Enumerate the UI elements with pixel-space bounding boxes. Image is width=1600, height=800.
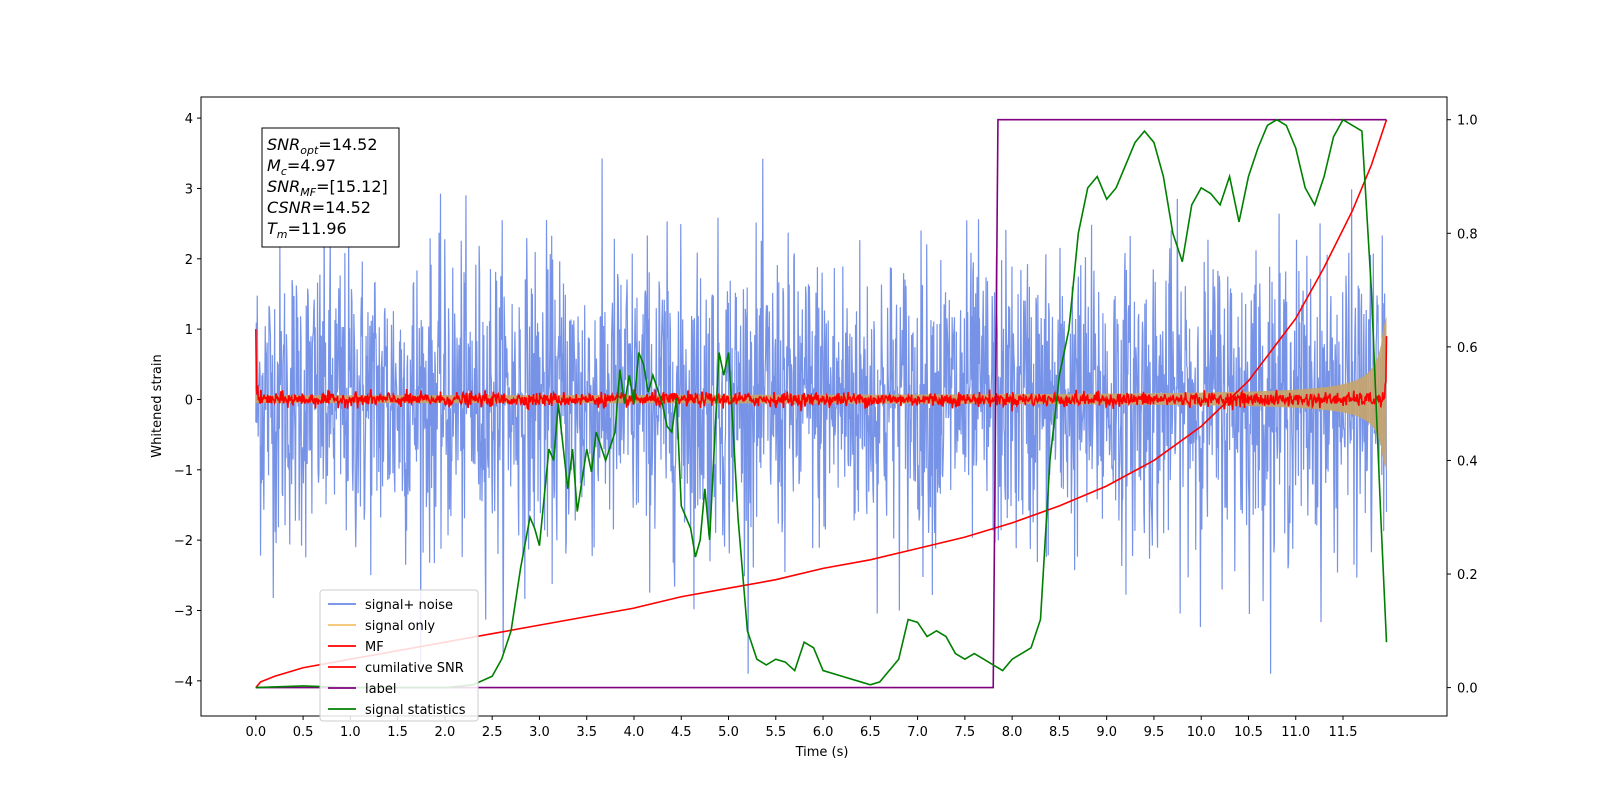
y-axis-label: Whitened strain (150, 354, 165, 457)
annotation-box: SNRopt=14.52Mc=4.97SNRMF=[15.12]CSNR=14.… (261, 127, 400, 248)
series-signal-only-fill (255, 316, 1387, 471)
legend-label: cumilative SNR (365, 661, 464, 676)
series-label-line (255, 118, 1387, 689)
y2-tick-label: 0.0 (1457, 682, 1478, 697)
x-tick-label: 0.0 (245, 725, 266, 740)
y-tick-label: 2 (185, 253, 193, 268)
y-tick-label: 1 (185, 323, 193, 338)
annotation-line: Tm=11.96 (267, 219, 347, 241)
x-axis-label: Time (s) (795, 745, 849, 760)
y2-tick-label: 0.8 (1457, 227, 1478, 242)
series-signal-noise-line (255, 158, 1388, 674)
series-mf-line (255, 329, 1388, 412)
legend-label: signal statistics (365, 703, 466, 718)
x-tick-label: 3.0 (529, 725, 550, 740)
x-tick-label: 10.0 (1187, 725, 1216, 740)
x-tick-label: 11.5 (1329, 725, 1358, 740)
x-tick-label: 6.5 (860, 725, 881, 740)
annotation-line: SNRopt=14.52 (267, 135, 378, 157)
series-signal-statistics-line (255, 118, 1388, 689)
y2-tick-label: 0.2 (1457, 568, 1478, 583)
y-tick-label: −1 (174, 464, 193, 479)
annotation-line: CSNR=14.52 (267, 198, 371, 217)
x-tick-label: 5.0 (718, 725, 739, 740)
x-tick-label: 4.0 (624, 725, 645, 740)
y-tick-label: −3 (174, 604, 193, 619)
y2-tick-label: 1.0 (1457, 114, 1478, 129)
x-tick-label: 2.5 (482, 725, 503, 740)
x-tick-label: 1.0 (340, 725, 361, 740)
axes: 0.0 0.5 1.0 1.5 2.0 2.5 3.0 3.5 4.0 4.5 5.0 5.5 6.0 6… (174, 112, 1478, 740)
y-tick-label: 0 (185, 393, 193, 408)
x-tick-label: 9.5 (1144, 725, 1165, 740)
y-tick-label: −4 (174, 675, 193, 690)
x-tick-label: 5.5 (765, 725, 786, 740)
legend-label: MF (365, 640, 384, 655)
plot-frame (200, 96, 1448, 717)
x-tick-label: 8.0 (1002, 725, 1023, 740)
x-tick-label: 7.0 (907, 725, 928, 740)
legend: signal+ noise signal only MF cumilative SNR… (319, 589, 479, 722)
x-tick-label: 0.5 (293, 725, 314, 740)
x-tick-label: 9.0 (1096, 725, 1117, 740)
annotation-line: Mc=4.97 (267, 156, 336, 178)
y-tick-label: −2 (174, 534, 193, 549)
x-tick-label: 6.0 (813, 725, 834, 740)
legend-label: label (365, 682, 396, 697)
annotation-line: SNRMF=[15.12] (267, 177, 388, 199)
x-tick-label: 8.5 (1049, 725, 1070, 740)
y2-tick-label: 0.6 (1457, 341, 1478, 356)
y2-tick-label: 0.4 (1457, 454, 1478, 469)
legend-label: signal+ noise (365, 598, 453, 613)
x-tick-label: 10.5 (1234, 725, 1263, 740)
x-tick-label: 1.5 (387, 725, 408, 740)
annotation-frame (261, 127, 400, 248)
y-tick-label: 3 (185, 182, 193, 197)
x-tick-label: 2.0 (435, 725, 456, 740)
y-tick-label: 4 (185, 112, 193, 127)
x-tick-label: 11.0 (1281, 725, 1310, 740)
x-tick-label: 4.5 (671, 725, 692, 740)
legend-label: signal only (365, 619, 435, 634)
legend-frame (319, 589, 479, 722)
x-tick-label: 7.5 (955, 725, 976, 740)
x-tick-label: 3.5 (576, 725, 597, 740)
